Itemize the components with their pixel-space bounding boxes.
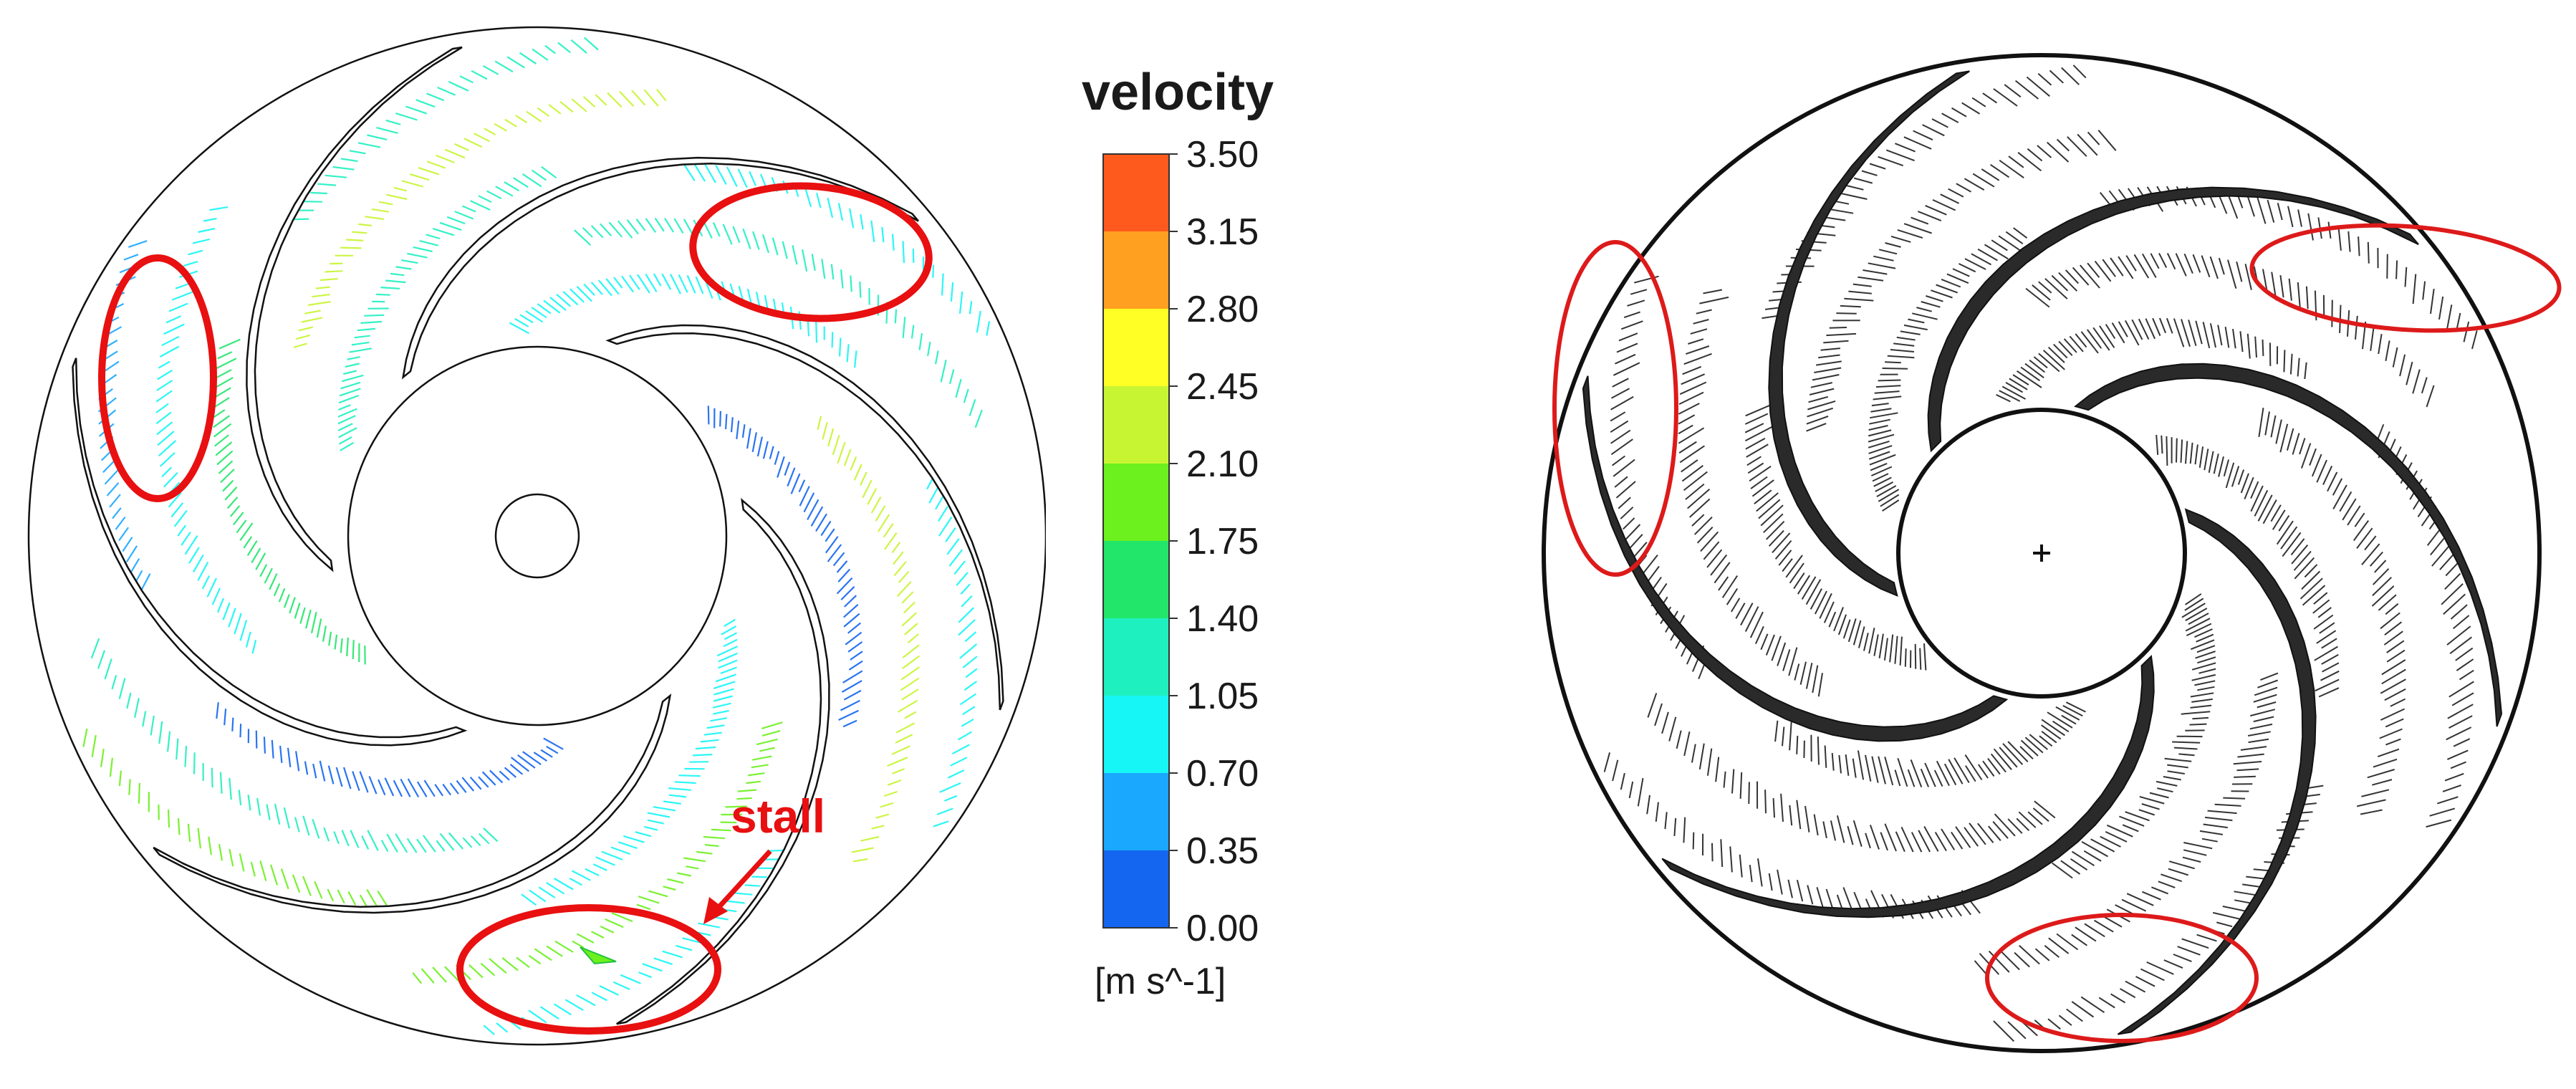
legend-unit: [m s^-1] [1095,960,1226,1003]
legend-tick-label: 3.50 [1186,134,1259,176]
stall-arrow-shaft [716,851,770,910]
legend-band [1103,309,1169,387]
legend-band [1103,386,1169,464]
legend-tick-label: 2.80 [1186,289,1259,330]
legend-colorbar: 3.50 3.15 2.80 2.45 2.10 1.75 1.40 1.05 0.70 0.35… [1060,0,1318,960]
legend-tick-label: 0.35 [1186,830,1259,872]
legend-tick-labels: 3.50 3.15 2.80 2.45 2.10 1.75 1.40 1.05 0.70 0.35… [1169,134,1259,949]
legend-color-bands [1103,154,1169,929]
stall-arrow [703,851,770,924]
legend-band [1103,696,1169,774]
legend-band [1103,231,1169,310]
experiment-vector-streak [1605,752,1980,918]
impeller-blade [153,696,670,913]
legend-tick-label: 2.10 [1186,443,1259,485]
experiment-ellipse-bottom [1987,915,2257,1041]
legend-band [1103,464,1169,542]
velocity-streak [294,90,666,347]
experiment-panel [1490,0,2576,1085]
stall-region-ellipse-bottom [460,908,718,1031]
experimental-velocity-field [1490,0,2576,1085]
experiment-vector-streak [1775,702,2085,787]
experiment-vector-streak [2375,424,2474,827]
stall-vector-cluster [580,947,616,964]
experiment-vector-streak [1648,693,2054,852]
shaft-circle [496,494,579,577]
legend-tick-label: 1.05 [1186,676,1259,717]
experiment-blade [1662,656,2153,917]
stall-region-ellipse-top-right [688,178,933,327]
velocity-streak [927,476,977,826]
legend-tick-label: 0.70 [1186,753,1259,795]
velocity-streak [708,406,862,726]
experiment-vector-streak [1994,786,2323,1042]
legend-tick-label: 0.00 [1186,908,1259,949]
experiment-vector-streak [1610,277,1708,679]
legend-band [1103,850,1169,929]
legend-band [1103,773,1169,851]
legend-band [1103,618,1169,696]
experiment-vector-streak [2100,186,2477,349]
stall-label: stall [731,790,825,843]
legend-tick-label: 2.45 [1186,366,1259,408]
legend-tick-label: 1.40 [1186,598,1259,640]
legend-band [1103,541,1169,619]
simulation-velocity-field: stall [0,0,1046,1085]
velocity-streak [484,850,787,1035]
simulation-panel: stall [0,0,1046,1085]
velocity-streak [83,729,388,908]
legend-tick-label: 1.75 [1186,521,1259,562]
experiment-vector-streak [1996,318,2307,402]
legend-band [1103,154,1169,232]
velocity-streak [818,416,920,862]
legend-tick-label: 3.15 [1186,211,1259,253]
